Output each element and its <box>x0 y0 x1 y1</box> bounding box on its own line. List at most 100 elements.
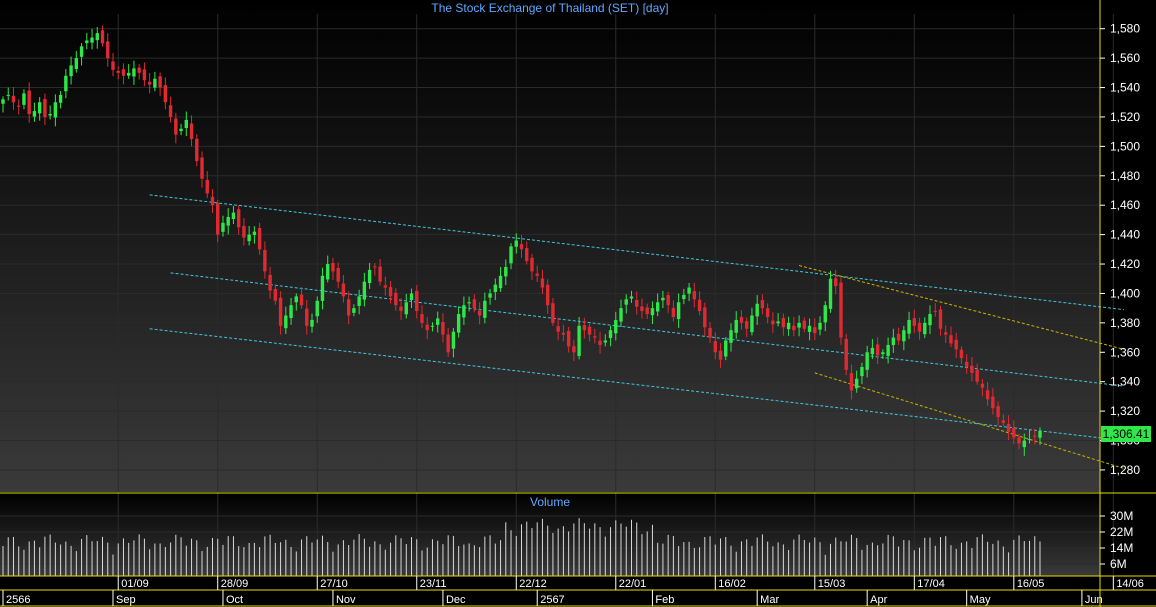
candle-body <box>305 308 309 326</box>
candle-body <box>818 322 822 330</box>
y-tick-label: 1,340 <box>1110 375 1140 389</box>
candle-body <box>69 65 73 77</box>
candle-body <box>331 262 335 272</box>
candle-body <box>179 128 183 132</box>
candle-body <box>252 231 257 235</box>
candle-body <box>556 326 560 332</box>
x-date-label: 23/11 <box>420 578 447 590</box>
candle-body <box>320 275 325 301</box>
candle-body <box>284 315 288 329</box>
candle-body <box>587 326 592 335</box>
candle-body <box>739 316 744 323</box>
candle-body <box>22 93 26 105</box>
candle-body <box>48 114 52 116</box>
candle-body <box>608 330 613 339</box>
candle-body <box>692 291 697 300</box>
candle-body <box>236 209 241 228</box>
candle-body <box>666 295 670 306</box>
candle-body <box>221 222 225 232</box>
candle-body <box>126 72 131 76</box>
candle-body <box>158 76 162 88</box>
candle-body <box>551 303 555 323</box>
candle-body <box>985 390 990 400</box>
candle-body <box>645 307 649 315</box>
candle-body <box>498 275 503 289</box>
candle-body <box>996 406 1000 417</box>
candle-body <box>399 306 403 312</box>
candle-body <box>289 305 293 319</box>
x-date-label: 14/06 <box>1116 578 1144 590</box>
candle-body <box>362 281 367 300</box>
candle-body <box>263 249 267 272</box>
candle-body <box>1001 420 1006 423</box>
y-tick-label: 1,440 <box>1110 228 1140 242</box>
volume-tick-label: 6M <box>1110 557 1127 571</box>
volume-title: Volume <box>529 495 571 509</box>
x-date-label: 15/03 <box>818 578 846 590</box>
candle-body <box>781 318 786 328</box>
candle-body <box>954 339 958 350</box>
candle-body <box>394 292 398 306</box>
candle-body <box>923 322 927 335</box>
x-month-label: Apr <box>870 594 887 606</box>
candle-body <box>577 325 581 356</box>
candle-body <box>802 320 807 329</box>
candle-body <box>315 300 319 317</box>
candle-body <box>121 69 126 76</box>
price-panel <box>0 0 1100 576</box>
candle-body <box>420 314 424 323</box>
candle-body <box>661 297 665 301</box>
candle-body <box>242 226 246 238</box>
candle-body <box>1033 435 1037 437</box>
candle-body <box>964 361 969 367</box>
candle-body <box>404 302 408 315</box>
x-date-label: 16/02 <box>718 578 746 590</box>
candle-body <box>959 349 964 359</box>
candle-body <box>357 296 361 306</box>
candle-body <box>514 240 518 247</box>
candle-body <box>703 307 707 328</box>
x-date-label: 22/01 <box>619 578 647 590</box>
candle-body <box>27 90 31 115</box>
candle-body <box>713 341 717 353</box>
y-tick-label: 1,580 <box>1110 22 1140 36</box>
candle-body <box>278 297 283 326</box>
candle-body <box>74 58 79 70</box>
candle-body <box>153 78 157 88</box>
candle-body <box>650 308 655 316</box>
candle-body <box>53 102 58 118</box>
candle-body <box>174 118 178 135</box>
grid-layer <box>0 14 1114 576</box>
x-date-label: 22/12 <box>519 578 547 590</box>
candle-body <box>902 330 906 342</box>
x-month-label: Mar <box>760 594 779 606</box>
candle-body <box>718 350 723 360</box>
y-tick-label: 1,540 <box>1110 81 1140 95</box>
candle-body <box>907 319 911 334</box>
chart-title: The Stock Exchange of Thailand (SET) [da… <box>431 1 669 15</box>
candle-body <box>870 347 875 355</box>
candle-body <box>273 288 278 301</box>
candle-body <box>336 268 340 282</box>
y-tick-label: 1,460 <box>1110 198 1140 212</box>
candle-body <box>257 228 262 250</box>
candle-body <box>1006 424 1011 432</box>
candle-body <box>776 321 780 324</box>
candle-body <box>865 352 869 370</box>
y-tick-label: 1,420 <box>1110 257 1140 271</box>
candle-body <box>792 325 796 331</box>
candle-body <box>540 278 545 288</box>
candle-body <box>504 266 508 277</box>
trend-lines <box>149 194 1124 469</box>
y-tick-label: 1,280 <box>1110 463 1140 477</box>
candle-body <box>100 30 105 44</box>
candle-body <box>535 273 539 276</box>
candle-body <box>509 246 513 264</box>
candle-body <box>797 322 801 328</box>
candle-body <box>472 299 477 309</box>
candle-body <box>147 81 152 85</box>
candle-body <box>132 68 136 77</box>
candle-body <box>1 99 5 104</box>
last-price-badge: 1,306.41 <box>1101 426 1151 442</box>
